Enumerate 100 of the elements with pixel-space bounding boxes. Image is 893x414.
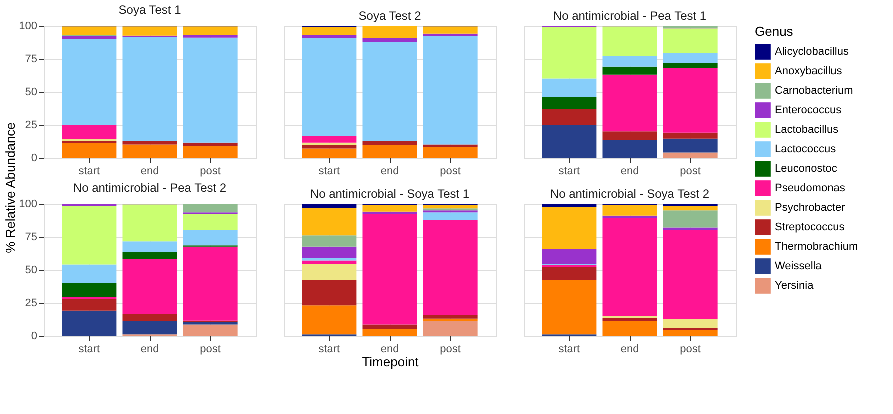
bar: [663, 320, 718, 328]
bar: [663, 228, 718, 230]
bar: [183, 142, 238, 146]
bar: [302, 145, 357, 149]
bar: [362, 142, 418, 146]
y-tick-label: 50: [25, 264, 38, 276]
bar: [183, 38, 238, 143]
bar: [362, 212, 418, 215]
bar: [183, 26, 238, 36]
chart-title: No antimicrobial - Soya Test 1: [310, 187, 470, 201]
legend-label: Alicyclobacillus: [775, 46, 850, 58]
bar: [122, 259, 178, 314]
legend-label: Thermobrachium: [775, 241, 858, 253]
x-tick-label: post: [200, 166, 221, 178]
bar: [362, 329, 418, 336]
bar: [183, 246, 238, 321]
chart-title: No antimicrobial - Pea Test 1: [553, 9, 707, 23]
bar: [302, 280, 357, 306]
x-tick-label: end: [140, 166, 160, 178]
legend-label: Lactococcus: [775, 144, 837, 156]
y-tick-label: 50: [25, 86, 38, 98]
bar: [62, 299, 117, 311]
bar: [423, 212, 478, 220]
bar: [602, 218, 658, 316]
y-tick-label: 25: [25, 298, 38, 310]
x-tick-label: post: [680, 166, 701, 178]
x-tick-label: end: [380, 344, 400, 356]
x-tick-label: end: [140, 344, 160, 356]
bar: [663, 230, 718, 320]
bar: [302, 38, 357, 136]
bar: [302, 264, 357, 281]
bar: [602, 321, 658, 336]
x-axis-title: Timepoint: [362, 354, 420, 370]
bar: [362, 214, 418, 325]
legend-label: Leuconostoc: [775, 163, 838, 175]
bar: [542, 207, 597, 250]
bar: [362, 26, 418, 39]
x-tick-label: end: [620, 344, 640, 356]
bar: [183, 146, 238, 158]
x-tick-label: post: [440, 344, 461, 356]
bar: [62, 206, 117, 265]
bar: [122, 26, 178, 36]
y-tick-label: 75: [25, 232, 38, 244]
bar: [362, 324, 418, 330]
legend-label: Carnobacterium: [775, 85, 854, 97]
legend-label: Weissella: [775, 260, 823, 272]
bar: [62, 264, 117, 284]
bar: [62, 39, 117, 125]
bar: [302, 142, 357, 146]
chart-title: No antimicrobial - Pea Test 2: [73, 181, 227, 195]
x-tick-label: start: [318, 166, 340, 178]
bar: [362, 38, 418, 42]
legend-label: Yersinia: [775, 280, 815, 292]
bar: [183, 322, 238, 325]
legend-label: Lactobacillus: [775, 124, 840, 136]
bar: [663, 210, 718, 228]
bar: [362, 42, 418, 142]
x-tick-label: start: [558, 166, 580, 178]
bar: [542, 97, 597, 110]
bar: [62, 143, 117, 158]
bar: [663, 28, 718, 54]
bar: [62, 310, 117, 336]
bar: [663, 206, 718, 211]
bar: [183, 230, 238, 246]
bar: [423, 26, 478, 34]
bar: [423, 144, 478, 148]
bar: [362, 145, 418, 158]
legend-label: Enterococcus: [775, 104, 842, 116]
bar: [663, 68, 718, 133]
bar: [423, 147, 478, 158]
bar: [183, 324, 238, 336]
bar: [423, 220, 478, 316]
x-tick-label: end: [620, 166, 640, 178]
legend-label: Psychrobacter: [775, 202, 846, 214]
bar: [602, 318, 658, 322]
bar: [122, 144, 178, 158]
bar: [542, 280, 597, 335]
bar: [302, 148, 357, 158]
bar: [122, 204, 178, 242]
bar: [122, 142, 178, 145]
bar: [663, 330, 718, 336]
x-tick-label: post: [440, 166, 461, 178]
legend-title: Genus: [755, 24, 794, 39]
x-tick-label: end: [380, 166, 400, 178]
bar: [602, 140, 658, 158]
bar: [362, 205, 418, 212]
x-tick-label: post: [680, 344, 701, 356]
legend-label: Anoxybacillus: [775, 66, 843, 78]
bar: [663, 152, 718, 158]
bar: [423, 36, 478, 145]
bar: [122, 252, 178, 260]
bar: [542, 250, 597, 264]
chart-title: Soya Test 1: [118, 3, 182, 17]
bar: [423, 321, 478, 336]
bar: [62, 26, 117, 36]
bar: [122, 321, 178, 335]
x-tick-label: post: [200, 344, 221, 356]
y-tick-label: 100: [19, 20, 38, 32]
bar: [542, 204, 597, 208]
bar: [602, 26, 658, 56]
